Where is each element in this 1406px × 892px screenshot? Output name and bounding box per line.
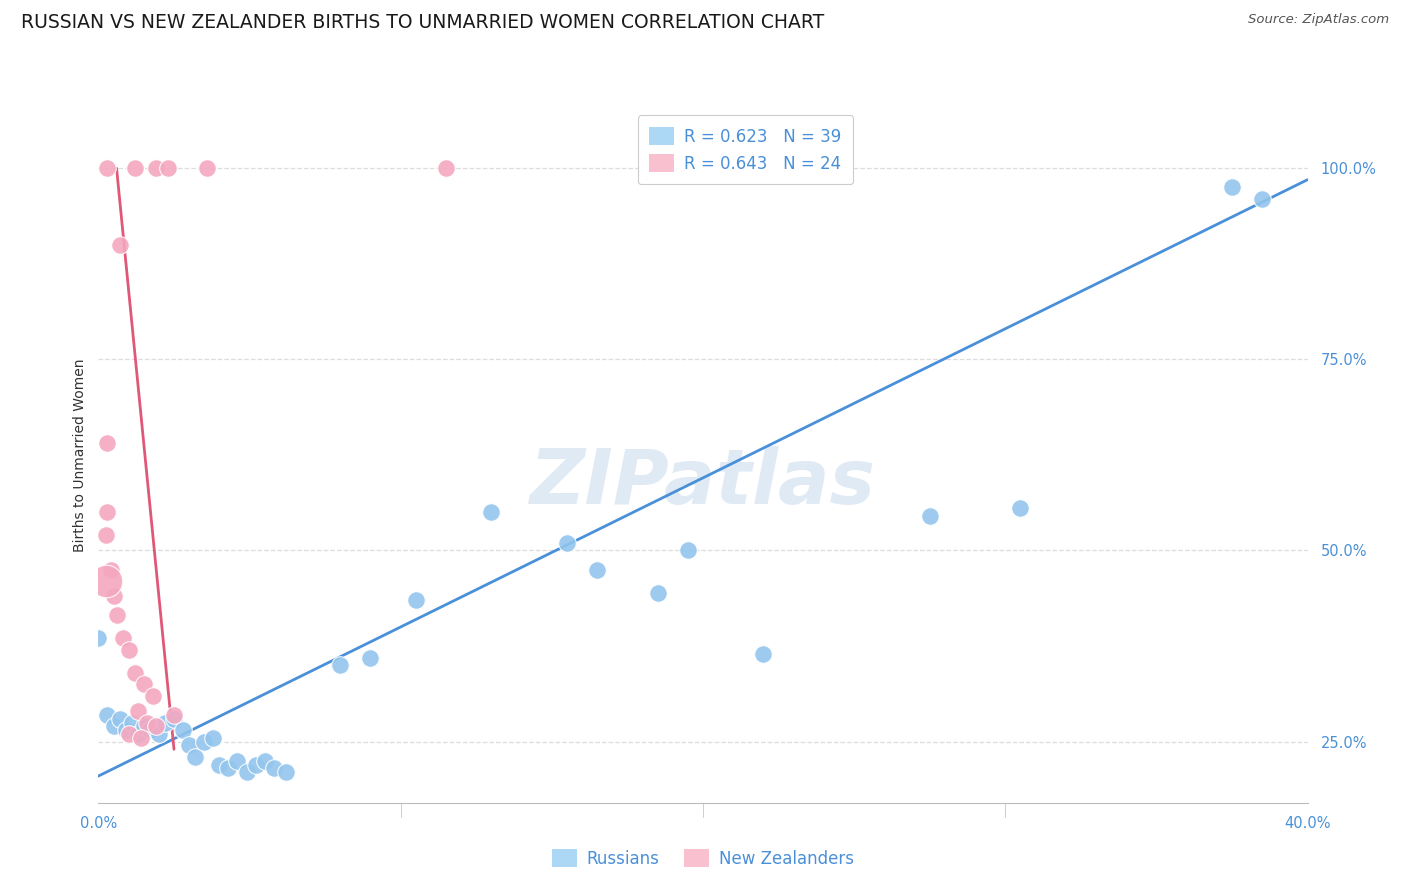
Point (105, 608, 128, 623)
Point (586, 563, 609, 577)
Point (148, 727, 170, 741)
Point (163, 712, 186, 726)
Point (132, 677, 155, 691)
Point (235, 765, 257, 780)
Point (103, 719, 125, 733)
Point (145, 161, 167, 176)
Point (918, 509, 941, 524)
Point (752, 647, 775, 661)
Point (405, 593, 427, 607)
Point (245, 757, 267, 772)
Point (145, 719, 167, 733)
Point (121, 715, 143, 730)
Point (434, 161, 457, 176)
Point (96, 707, 118, 722)
Point (676, 543, 699, 558)
Point (96, 161, 118, 176)
Point (1251, 192, 1274, 206)
Point (253, 754, 276, 768)
Point (263, 761, 285, 775)
Point (127, 727, 149, 741)
Point (103, 590, 125, 604)
Point (129, 731, 152, 745)
Point (195, 161, 218, 176)
Point (858, 807, 880, 822)
Point (153, 715, 176, 730)
Point (96, 436, 118, 450)
Text: Source: ZipAtlas.com: Source: ZipAtlas.com (1249, 13, 1389, 27)
Point (163, 707, 186, 722)
Point (360, 650, 382, 665)
Point (274, 765, 297, 780)
Point (118, 727, 141, 741)
Point (124, 161, 146, 176)
Point (172, 723, 194, 738)
Point (111, 632, 134, 646)
Point (184, 750, 207, 764)
Point (1220, 180, 1243, 194)
Text: ZIPatlas: ZIPatlas (530, 446, 876, 520)
Point (193, 734, 215, 748)
Point (329, 658, 352, 673)
Point (202, 731, 225, 745)
Point (481, 505, 503, 519)
Point (217, 761, 239, 775)
Point (135, 715, 157, 730)
Point (127, 704, 149, 718)
Point (96, 505, 118, 519)
Text: RUSSIAN VS NEW ZEALANDER BIRTHS TO UNMARRIED WOMEN CORRELATION CHART: RUSSIAN VS NEW ZEALANDER BIRTHS TO UNMAR… (21, 13, 824, 32)
Point (108, 712, 131, 726)
Y-axis label: Births to Unmarried Women: Births to Unmarried Women (73, 359, 87, 551)
Point (94, 528, 117, 542)
Point (1010, 501, 1032, 516)
Point (179, 739, 201, 753)
Point (118, 643, 141, 657)
Point (142, 689, 165, 703)
Legend: Russians, New Zealanders: Russians, New Zealanders (541, 839, 865, 878)
Point (647, 585, 669, 599)
Point (108, 237, 131, 252)
Point (94, 574, 117, 588)
Point (100, 563, 122, 577)
Point (132, 719, 155, 733)
Point (87, 632, 110, 646)
Point (124, 665, 146, 680)
Point (156, 161, 179, 176)
Point (226, 754, 249, 768)
Point (555, 536, 578, 550)
Point (114, 723, 136, 738)
Point (139, 723, 162, 738)
Point (208, 757, 231, 772)
